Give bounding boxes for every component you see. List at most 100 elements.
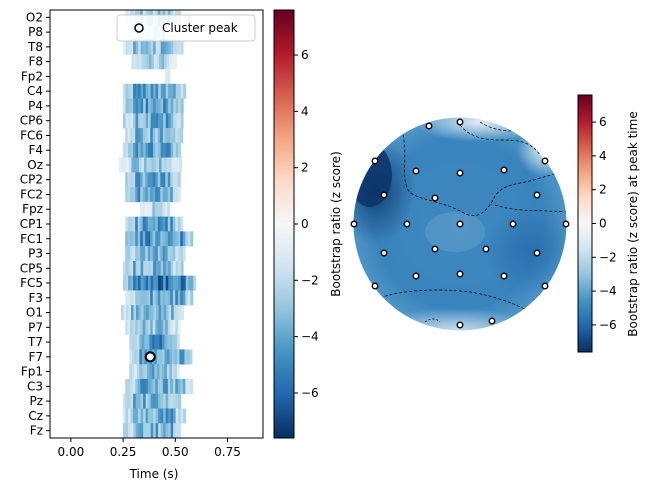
sensor-dot: [431, 194, 439, 202]
heatmap-cell: [180, 98, 184, 114]
sensor-dot: [482, 245, 490, 253]
heatmap-cell: [176, 305, 180, 321]
heatmap-cell: [171, 157, 175, 173]
heatmap-cell: [133, 83, 137, 99]
heatmap-cell: [149, 364, 153, 380]
heatmap-plot-area: [118, 10, 197, 438]
colorbar-tick-label: −2: [599, 250, 617, 264]
heatmap-cell: [125, 83, 129, 99]
legend-marker: [134, 23, 144, 33]
heatmap-cell: [164, 69, 168, 85]
channel-label: F3: [28, 291, 43, 305]
heatmap-cell: [130, 83, 134, 99]
heatmap-cell: [177, 231, 181, 247]
heatmap-cell: [125, 275, 129, 291]
heatmap-cell: [157, 187, 161, 203]
heatmap-cell: [154, 349, 158, 365]
channel-label: Fp1: [21, 365, 43, 379]
heatmap-row-F4: [123, 142, 182, 158]
heatmap-cell: [143, 98, 147, 114]
heatmap-cell: [150, 246, 154, 262]
heatmap-cell: [172, 290, 176, 306]
heatmap-cell: [175, 393, 179, 409]
heatmap-cell: [159, 157, 162, 173]
heatmap-cell: [137, 172, 141, 188]
heatmap-cell: [132, 319, 136, 335]
heatmap-cell: [159, 349, 163, 365]
heatmap-cell: [140, 260, 144, 276]
heatmap-cell: [153, 98, 157, 114]
heatmap-cell: [159, 54, 162, 70]
heatmap-cell: [128, 260, 132, 276]
heatmap-cell: [132, 378, 136, 395]
heatmap-cell: [126, 305, 129, 321]
heatmap-cell: [130, 142, 134, 158]
heatmap-cell: [169, 364, 173, 380]
x-tick-label: 0.50: [162, 445, 189, 459]
heatmap-cell: [160, 172, 164, 188]
heatmap-cell: [155, 246, 159, 262]
heatmap-cell: [138, 39, 142, 55]
heatmap-cell: [130, 39, 134, 55]
heatmap-cell: [130, 216, 134, 232]
heatmap-cell: [160, 128, 164, 144]
heatmap-cell: [144, 201, 148, 217]
heatmap-cell: [148, 423, 152, 438]
heatmap-cell: [170, 408, 174, 424]
heatmap-cell: [136, 305, 139, 321]
heatmap-cell: [175, 83, 179, 99]
heatmap-cell: [123, 83, 126, 99]
heatmap-cell: [180, 216, 184, 232]
heatmap-cell: [128, 393, 132, 409]
heatmap-cell: [128, 157, 132, 173]
heatmap-cell: [146, 305, 149, 321]
heatmap-cell: [128, 83, 132, 99]
heatmap-cell: [165, 408, 169, 424]
heatmap-row-C3: [125, 378, 194, 395]
heatmap-cell: [136, 364, 140, 380]
heatmap-cell: [125, 408, 129, 424]
heatmap-cell: [168, 260, 172, 276]
heatmap-cell: [147, 216, 151, 232]
heatmap-cell: [175, 290, 179, 306]
heatmap-cell: [178, 260, 182, 276]
heatmap-cell: [132, 128, 136, 144]
sensor-dot: [380, 249, 388, 257]
heatmap-cell: [136, 157, 140, 173]
heatmap-cell: [150, 142, 154, 158]
channel-label: P7: [28, 320, 43, 334]
sensor-dot: [456, 321, 464, 329]
heatmap-cell: [130, 408, 134, 424]
heatmap-cell: [128, 39, 132, 55]
heatmap-cell: [125, 260, 129, 276]
channel-label: Oz: [27, 158, 43, 172]
heatmap-cell: [170, 83, 174, 99]
heatmap-cell: [185, 290, 189, 306]
heatmap-cell: [165, 290, 169, 306]
heatmap-cell: [127, 231, 131, 247]
heatmap-cell: [147, 128, 151, 144]
heatmap-cell: [175, 408, 179, 424]
sensor-dot: [403, 220, 411, 228]
heatmap-cell: [175, 142, 179, 158]
heatmap-cell: [172, 319, 176, 335]
heatmap-cell: [162, 201, 166, 217]
x-tick-label: 0.75: [214, 445, 241, 459]
heatmap-cell: [129, 349, 133, 365]
heatmap-cell: [170, 290, 174, 306]
heatmap-cell: [143, 39, 147, 55]
heatmap-cell: [132, 231, 136, 247]
heatmap-cell: [146, 334, 150, 350]
heatmap-cell: [154, 201, 158, 217]
heatmap-cell: [142, 290, 146, 306]
heatmap-cell: [150, 423, 154, 438]
heatmap-cell: [179, 157, 182, 173]
heatmap-cell: [168, 142, 172, 158]
sensor-dot: [431, 245, 439, 253]
heatmap-cell: [153, 39, 157, 55]
heatmap-cell: [183, 408, 187, 424]
heatmap-cell: [162, 378, 166, 395]
heatmap-cell: [168, 408, 172, 424]
heatmap-cell: [133, 39, 137, 55]
heatmap-cell: [175, 98, 179, 114]
